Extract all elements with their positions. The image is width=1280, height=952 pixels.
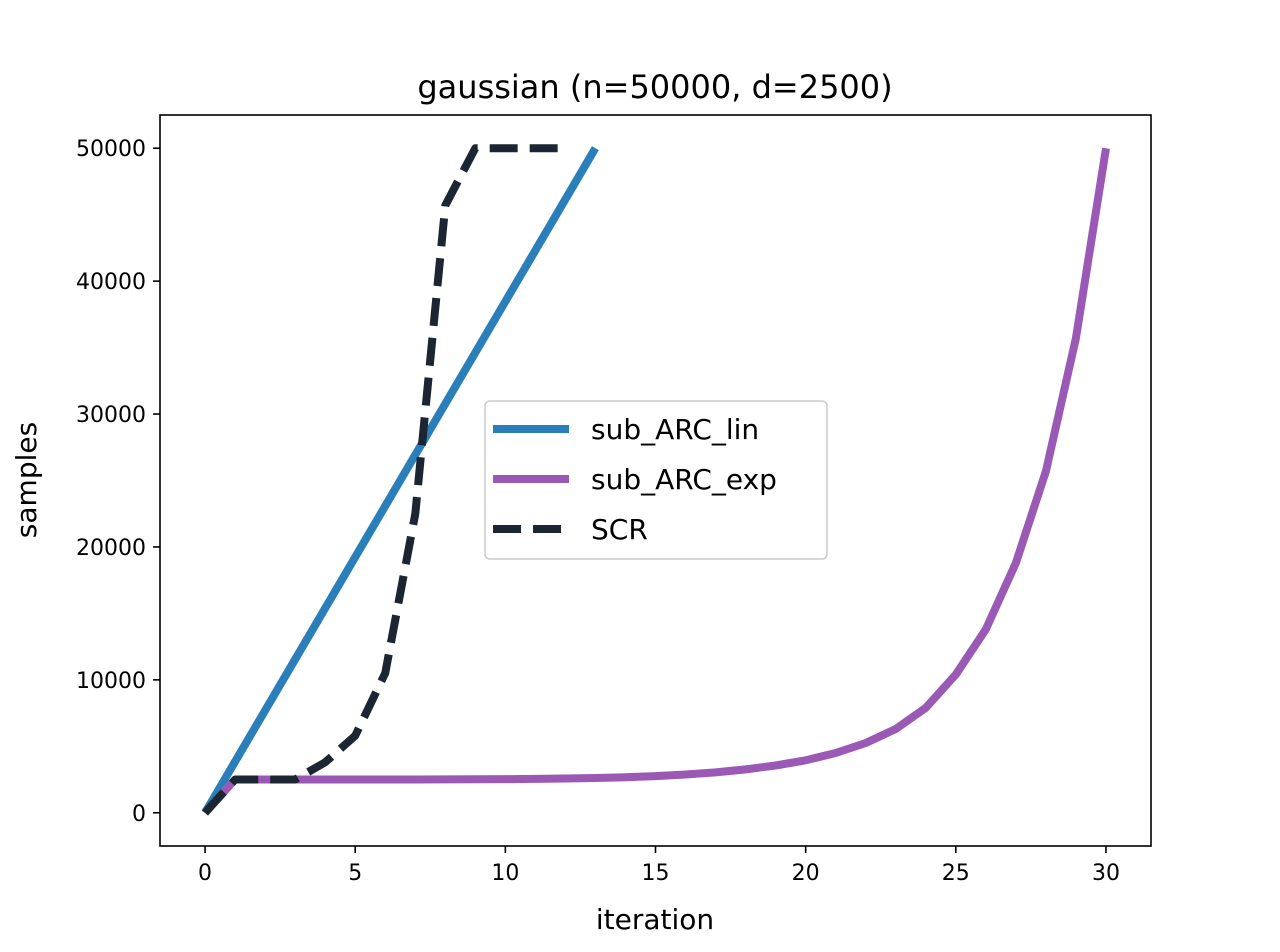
- x-tick-label: 5: [348, 861, 362, 886]
- chart-title: gaussian (n=50000, d=2500): [417, 68, 892, 106]
- x-tick-label: 10: [491, 861, 519, 886]
- series-line-sub-arc-lin: [201, 146, 599, 815]
- legend-box: [484, 400, 828, 560]
- x-axis: 0 5 10 15 20 25 30: [198, 846, 1120, 886]
- series-layer: [201, 144, 1110, 816]
- y-tick-label: 50000: [76, 137, 146, 162]
- x-tick-label: 15: [642, 861, 670, 886]
- plot-frame: [159, 114, 1152, 847]
- y-tick-label: 40000: [76, 270, 146, 295]
- legend: sub_ARC_lin sub_ARC_exp SCR: [484, 400, 828, 560]
- legend-label: sub_ARC_lin: [591, 413, 759, 446]
- legend-label: SCR: [591, 513, 648, 546]
- x-axis-label: iteration: [596, 903, 714, 936]
- x-tick-label: 25: [942, 861, 970, 886]
- x-tick-label: 20: [792, 861, 820, 886]
- y-tick-label: 10000: [76, 669, 146, 694]
- y-tick-label: 0: [132, 802, 146, 827]
- y-tick-label: 30000: [76, 403, 146, 428]
- y-axis-label: samples: [10, 422, 43, 538]
- legend-label: sub_ARC_exp: [591, 463, 777, 496]
- x-tick-label: 30: [1092, 861, 1120, 886]
- series-line-scr: [202, 144, 566, 816]
- series-line-sub-arc-exp: [202, 147, 1110, 816]
- y-axis: 0 10000 20000 30000 40000 50000: [76, 137, 160, 827]
- y-tick-label: 20000: [76, 536, 146, 561]
- x-tick-label: 0: [198, 861, 212, 886]
